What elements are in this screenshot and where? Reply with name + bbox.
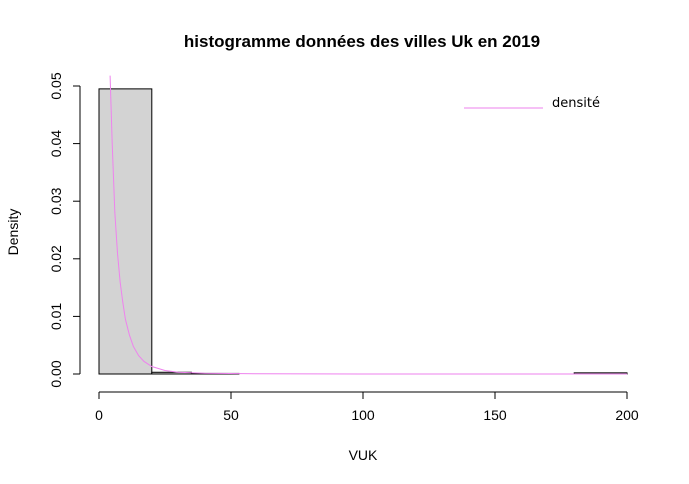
x-tick-label-4: 200 xyxy=(615,407,639,423)
y-tick-label-5: 0.05 xyxy=(48,72,64,99)
x-axis: 0 50 100 150 200 xyxy=(95,391,639,423)
density-curve xyxy=(109,75,627,375)
y-tick-label-0: 0.00 xyxy=(48,360,64,387)
histogram-bar-0 xyxy=(98,88,153,375)
y-tick-label-1: 0.01 xyxy=(48,303,64,330)
histogram-bars xyxy=(98,88,628,375)
x-tick-label-2: 100 xyxy=(351,407,375,423)
x-tick-label-0: 0 xyxy=(95,407,103,423)
chart-title: histogramme données des villes Uk en 201… xyxy=(184,32,540,51)
x-tick-label-1: 50 xyxy=(223,407,239,423)
x-tick-label-3: 150 xyxy=(483,407,507,423)
legend-label-densite: densité xyxy=(552,96,600,111)
y-axis-label: Density xyxy=(5,209,21,256)
y-tick-label-3: 0.03 xyxy=(48,187,64,214)
y-tick-label-4: 0.04 xyxy=(48,130,64,157)
y-tick-label-2: 0.02 xyxy=(48,245,64,272)
x-axis-label: VUK xyxy=(349,447,378,463)
y-axis: 0.00 0.01 0.02 0.03 0.04 0.05 xyxy=(48,72,81,388)
legend: densité xyxy=(464,96,600,111)
